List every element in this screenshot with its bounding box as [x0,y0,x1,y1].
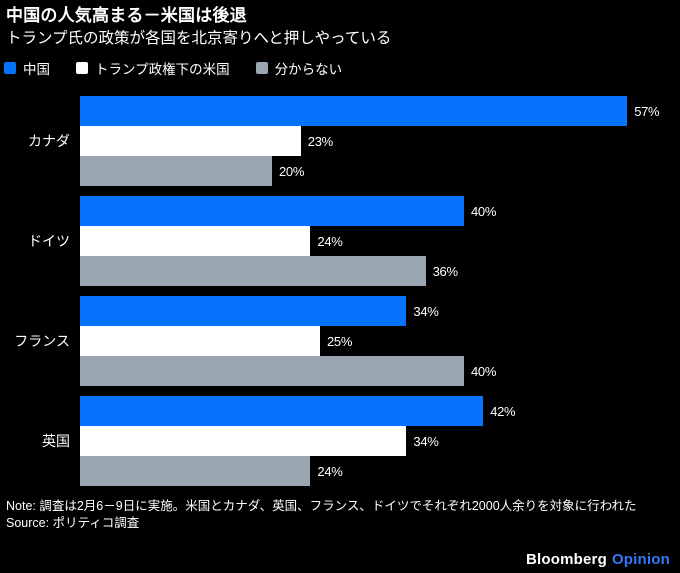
bar-row-us-under-trump: 24% [80,226,680,256]
footnote: Note: 調査は2月6－9日に実施。米国とカナダ、英国、フランス、ドイツでそれ… [6,499,637,513]
bar-us-under-trump [80,126,301,156]
bar-value-label: 23% [307,133,333,149]
bar-us-under-trump [80,426,407,456]
bar-china [80,396,484,426]
bar-value-label: 24% [317,233,343,249]
category-label: フランス [14,333,70,349]
bar-china [80,196,464,226]
legend-swatch-china [4,62,16,74]
legend-swatch-us-under-trump [76,62,88,74]
bar-row-dont-know: 20% [80,156,680,186]
bar-row-dont-know: 40% [80,356,680,386]
legend-swatch-dont-know [255,62,268,74]
category-label: 英国 [42,433,70,449]
source-line: Source: ポリティコ調査 [6,516,140,530]
brand-opinion: Opinion [611,551,670,568]
legend-label: 分からない [274,62,343,77]
category-label: カナダ [28,133,70,149]
bar-row-us-under-trump: 25% [80,326,680,356]
bar-dont-know [80,456,311,486]
bar-chart: カナダ 57% 23% 20% ドイツ 40% 24% 36% フランス 34% 25% 40% 英国 4… [0,96,680,486]
bar-row-us-under-trump: 34% [80,426,680,456]
bar-us-under-trump [80,326,320,356]
bar-group: カナダ 57% 23% 20% [0,96,680,186]
chart-legend: 中国 トランプ政権下の米国 分からない [0,58,680,78]
category-label: ドイツ [28,233,70,249]
bar-value-label: 25% [327,333,353,349]
bar-value-label: 40% [471,363,497,379]
page-title: 中国の人気高まる－米国は後退 [6,6,247,25]
bar-row-china: 57% [80,96,680,126]
bar-value-label: 34% [413,433,439,449]
bar-dont-know [80,156,272,186]
bar-china [80,296,407,326]
bar-value-label: 57% [634,103,660,119]
bar-row-dont-know: 36% [80,256,680,286]
bar-china [80,96,628,126]
bar-value-label: 36% [432,263,458,279]
page-subtitle: トランプ氏の政策が各国を北京寄りへと押しやっている [6,30,392,47]
bar-row-china: 40% [80,196,680,226]
bar-value-label: 40% [471,203,497,219]
legend-label: トランプ政権下の米国 [95,62,230,77]
bar-value-label: 34% [413,303,439,319]
bloomberg-opinion-logo: Bloomberg Opinion [526,551,670,568]
brand-bloomberg: Bloomberg [525,551,607,568]
legend-label: 中国 [23,62,50,77]
bar-group: フランス 34% 25% 40% [0,296,680,386]
bar-value-label: 42% [490,403,516,419]
bar-us-under-trump [80,226,311,256]
bar-group: 英国 42% 34% 24% [0,396,680,486]
bar-row-china: 34% [80,296,680,326]
bar-row-us-under-trump: 23% [80,126,680,156]
bar-value-label: 24% [317,463,343,479]
bar-row-dont-know: 24% [80,456,680,486]
legend-item-dont-know: 分からない [255,58,343,78]
bar-row-china: 42% [80,396,680,426]
bar-value-label: 20% [279,163,305,179]
bar-dont-know [80,256,426,286]
bar-group: ドイツ 40% 24% 36% [0,196,680,286]
bar-dont-know [80,356,464,386]
legend-item-us-under-trump: トランプ政権下の米国 [76,58,230,78]
legend-item-china: 中国 [4,58,50,78]
